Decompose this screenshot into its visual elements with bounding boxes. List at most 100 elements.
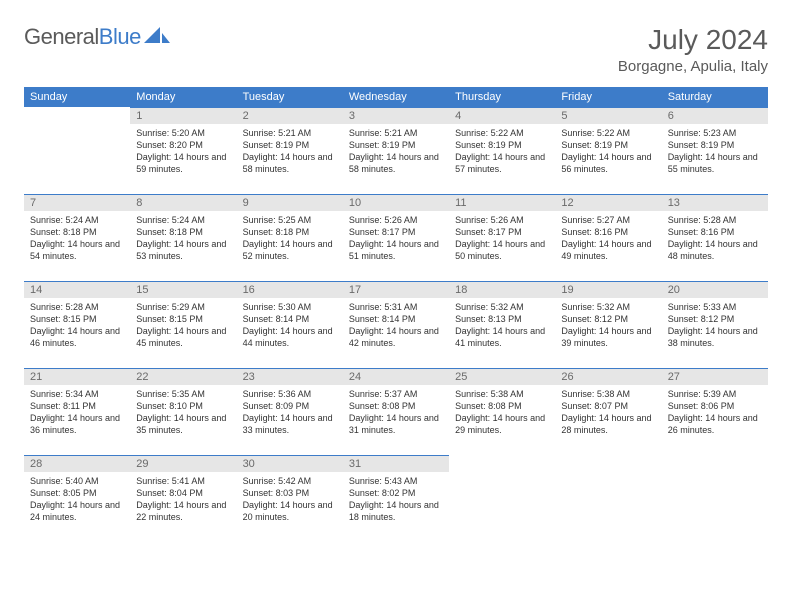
day-number: 5 — [555, 108, 661, 124]
weekday-header-row: SundayMondayTuesdayWednesdayThursdayFrid… — [24, 87, 768, 107]
calendar-cell: 7Sunrise: 5:24 AMSunset: 8:18 PMDaylight… — [24, 194, 130, 281]
sunset-line: Sunset: 8:18 PM — [243, 226, 337, 238]
sunrise-line: Sunrise: 5:32 AM — [561, 301, 655, 313]
day-details: Sunrise: 5:32 AMSunset: 8:12 PMDaylight:… — [555, 298, 661, 350]
sunset-line: Sunset: 8:06 PM — [668, 400, 762, 412]
day-details: Sunrise: 5:38 AMSunset: 8:08 PMDaylight:… — [449, 385, 555, 437]
day-details: Sunrise: 5:41 AMSunset: 8:04 PMDaylight:… — [130, 472, 236, 524]
day-number: 21 — [24, 369, 130, 385]
calendar-cell: 3Sunrise: 5:21 AMSunset: 8:19 PMDaylight… — [343, 107, 449, 194]
calendar-cell: 27Sunrise: 5:39 AMSunset: 8:06 PMDayligh… — [662, 368, 768, 455]
calendar-cell: 17Sunrise: 5:31 AMSunset: 8:14 PMDayligh… — [343, 281, 449, 368]
calendar-cell — [449, 455, 555, 542]
daylight-line: Daylight: 14 hours and 56 minutes. — [561, 151, 655, 175]
day-details: Sunrise: 5:43 AMSunset: 8:02 PMDaylight:… — [343, 472, 449, 524]
sunrise-line: Sunrise: 5:26 AM — [349, 214, 443, 226]
calendar-cell — [662, 455, 768, 542]
daylight-line: Daylight: 14 hours and 38 minutes. — [668, 325, 762, 349]
day-number: 27 — [662, 369, 768, 385]
calendar-cell: 8Sunrise: 5:24 AMSunset: 8:18 PMDaylight… — [130, 194, 236, 281]
sunrise-line: Sunrise: 5:32 AM — [455, 301, 549, 313]
daylight-line: Daylight: 14 hours and 20 minutes. — [243, 499, 337, 523]
calendar-cell: 10Sunrise: 5:26 AMSunset: 8:17 PMDayligh… — [343, 194, 449, 281]
sunrise-line: Sunrise: 5:41 AM — [136, 475, 230, 487]
sunrise-line: Sunrise: 5:35 AM — [136, 388, 230, 400]
day-number: 30 — [237, 456, 343, 472]
sunrise-line: Sunrise: 5:21 AM — [243, 127, 337, 139]
sunset-line: Sunset: 8:10 PM — [136, 400, 230, 412]
sunrise-line: Sunrise: 5:31 AM — [349, 301, 443, 313]
day-number: 7 — [24, 195, 130, 211]
day-details: Sunrise: 5:23 AMSunset: 8:19 PMDaylight:… — [662, 124, 768, 176]
daylight-line: Daylight: 14 hours and 45 minutes. — [136, 325, 230, 349]
day-number: 2 — [237, 108, 343, 124]
calendar-table: SundayMondayTuesdayWednesdayThursdayFrid… — [24, 87, 768, 542]
daylight-line: Daylight: 14 hours and 36 minutes. — [30, 412, 124, 436]
day-details: Sunrise: 5:24 AMSunset: 8:18 PMDaylight:… — [130, 211, 236, 263]
day-number: 9 — [237, 195, 343, 211]
calendar-cell: 1Sunrise: 5:20 AMSunset: 8:20 PMDaylight… — [130, 107, 236, 194]
sunset-line: Sunset: 8:08 PM — [349, 400, 443, 412]
weekday-header: Wednesday — [343, 87, 449, 107]
sunset-line: Sunset: 8:14 PM — [243, 313, 337, 325]
calendar-cell: 25Sunrise: 5:38 AMSunset: 8:08 PMDayligh… — [449, 368, 555, 455]
sunrise-line: Sunrise: 5:28 AM — [30, 301, 124, 313]
sunrise-line: Sunrise: 5:24 AM — [136, 214, 230, 226]
title-block: July 2024 Borgagne, Apulia, Italy — [618, 24, 768, 75]
daylight-line: Daylight: 14 hours and 48 minutes. — [668, 238, 762, 262]
day-details: Sunrise: 5:35 AMSunset: 8:10 PMDaylight:… — [130, 385, 236, 437]
weekday-header: Saturday — [662, 87, 768, 107]
sunset-line: Sunset: 8:03 PM — [243, 487, 337, 499]
sunrise-line: Sunrise: 5:20 AM — [136, 127, 230, 139]
calendar-cell: 2Sunrise: 5:21 AMSunset: 8:19 PMDaylight… — [237, 107, 343, 194]
sunrise-line: Sunrise: 5:23 AM — [668, 127, 762, 139]
daylight-line: Daylight: 14 hours and 58 minutes. — [243, 151, 337, 175]
logo-text-blue: Blue — [99, 24, 141, 49]
sunset-line: Sunset: 8:12 PM — [668, 313, 762, 325]
daylight-line: Daylight: 14 hours and 55 minutes. — [668, 151, 762, 175]
sunrise-line: Sunrise: 5:38 AM — [561, 388, 655, 400]
weekday-header: Tuesday — [237, 87, 343, 107]
day-details: Sunrise: 5:29 AMSunset: 8:15 PMDaylight:… — [130, 298, 236, 350]
weekday-header: Thursday — [449, 87, 555, 107]
calendar-cell — [555, 455, 661, 542]
daylight-line: Daylight: 14 hours and 59 minutes. — [136, 151, 230, 175]
daylight-line: Daylight: 14 hours and 54 minutes. — [30, 238, 124, 262]
daylight-line: Daylight: 14 hours and 39 minutes. — [561, 325, 655, 349]
sunset-line: Sunset: 8:15 PM — [136, 313, 230, 325]
day-number: 23 — [237, 369, 343, 385]
calendar-cell: 14Sunrise: 5:28 AMSunset: 8:15 PMDayligh… — [24, 281, 130, 368]
calendar-cell: 18Sunrise: 5:32 AMSunset: 8:13 PMDayligh… — [449, 281, 555, 368]
daylight-line: Daylight: 14 hours and 58 minutes. — [349, 151, 443, 175]
calendar-cell: 31Sunrise: 5:43 AMSunset: 8:02 PMDayligh… — [343, 455, 449, 542]
day-number: 16 — [237, 282, 343, 298]
day-details: Sunrise: 5:26 AMSunset: 8:17 PMDaylight:… — [449, 211, 555, 263]
day-number: 3 — [343, 108, 449, 124]
sunset-line: Sunset: 8:16 PM — [561, 226, 655, 238]
daylight-line: Daylight: 14 hours and 44 minutes. — [243, 325, 337, 349]
day-number: 15 — [130, 282, 236, 298]
daylight-line: Daylight: 14 hours and 22 minutes. — [136, 499, 230, 523]
calendar-cell: 4Sunrise: 5:22 AMSunset: 8:19 PMDaylight… — [449, 107, 555, 194]
day-number: 26 — [555, 369, 661, 385]
calendar-cell: 9Sunrise: 5:25 AMSunset: 8:18 PMDaylight… — [237, 194, 343, 281]
day-number: 13 — [662, 195, 768, 211]
sunrise-line: Sunrise: 5:22 AM — [561, 127, 655, 139]
day-number: 24 — [343, 369, 449, 385]
sunrise-line: Sunrise: 5:34 AM — [30, 388, 124, 400]
calendar-cell: 5Sunrise: 5:22 AMSunset: 8:19 PMDaylight… — [555, 107, 661, 194]
sunset-line: Sunset: 8:18 PM — [30, 226, 124, 238]
daylight-line: Daylight: 14 hours and 50 minutes. — [455, 238, 549, 262]
daylight-line: Daylight: 14 hours and 41 minutes. — [455, 325, 549, 349]
sunrise-line: Sunrise: 5:36 AM — [243, 388, 337, 400]
day-number: 28 — [24, 456, 130, 472]
sunrise-line: Sunrise: 5:29 AM — [136, 301, 230, 313]
sunset-line: Sunset: 8:05 PM — [30, 487, 124, 499]
day-number: 12 — [555, 195, 661, 211]
day-details: Sunrise: 5:24 AMSunset: 8:18 PMDaylight:… — [24, 211, 130, 263]
sunrise-line: Sunrise: 5:39 AM — [668, 388, 762, 400]
day-details: Sunrise: 5:36 AMSunset: 8:09 PMDaylight:… — [237, 385, 343, 437]
sunrise-line: Sunrise: 5:27 AM — [561, 214, 655, 226]
sunset-line: Sunset: 8:02 PM — [349, 487, 443, 499]
day-details: Sunrise: 5:33 AMSunset: 8:12 PMDaylight:… — [662, 298, 768, 350]
